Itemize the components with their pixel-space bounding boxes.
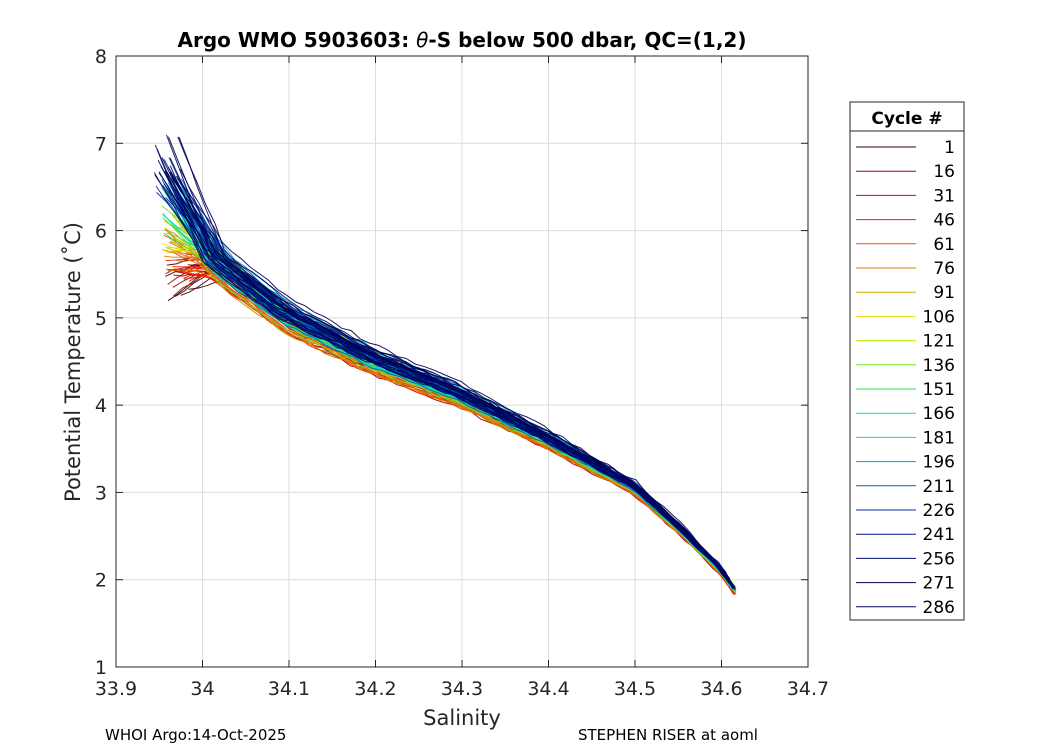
legend: Cycle # 1 16 31 46 61 76 91 106 121 136 151 166 181 1… — [849, 101, 965, 621]
x-tick-label: 34.2 — [354, 678, 396, 700]
x-tick-label: 34 — [190, 678, 214, 700]
chart-title: Argo WMO 5903603: θ-S below 500 dbar, QC… — [178, 28, 747, 52]
legend-label-241: 241 — [923, 525, 955, 545]
cycle-271-profile — [175, 175, 729, 579]
x-axis-label: Salinity — [423, 706, 501, 730]
y-tick-label: 1 — [95, 657, 107, 679]
x-tick-label: 34.5 — [614, 678, 656, 700]
legend-label-166: 166 — [923, 404, 955, 424]
y-tick-label: 6 — [95, 221, 107, 243]
y-tick-label: 5 — [95, 308, 107, 330]
footer-right: STEPHEN RISER at aoml — [578, 726, 758, 744]
data-curves — [153, 134, 737, 596]
legend-label-226: 226 — [923, 501, 955, 521]
cycle-271-profile — [177, 136, 735, 589]
legend-label-196: 196 — [923, 453, 955, 473]
legend-label-76: 76 — [933, 259, 955, 279]
x-tick-label: 34.6 — [700, 678, 742, 700]
y-tick-label: 3 — [95, 482, 107, 504]
x-tick-label: 34.1 — [268, 678, 310, 700]
x-tick-label: 33.9 — [95, 678, 137, 700]
legend-label-31: 31 — [933, 186, 955, 206]
cycle-211-profile — [161, 178, 735, 590]
cycle-286-profile — [168, 136, 727, 576]
x-tick-label: 34.7 — [787, 678, 829, 700]
legend-label-1: 1 — [944, 138, 955, 158]
legend-box — [849, 101, 965, 621]
y-tick-label: 8 — [95, 46, 107, 68]
cycle-286-profile — [156, 148, 734, 586]
footer-left: WHOI Argo:14-Oct-2025 — [105, 726, 287, 744]
y-axis-label: Potential Temperature (˚C) — [61, 222, 85, 502]
legend-label-46: 46 — [933, 211, 955, 231]
legend-label-106: 106 — [923, 307, 955, 327]
legend-label-271: 271 — [923, 574, 955, 594]
legend-label-61: 61 — [933, 235, 955, 255]
x-tick-label: 34.3 — [441, 678, 483, 700]
y-tick-label: 2 — [95, 570, 107, 592]
legend-label-256: 256 — [923, 549, 955, 569]
legend-label-121: 121 — [923, 332, 955, 352]
y-tick-label: 7 — [95, 133, 107, 155]
legend-label-181: 181 — [923, 428, 955, 448]
cycle-76-profile — [168, 269, 734, 591]
axis-ticks: 33.9 34 34.1 34.2 34.3 34.4 34.5 34.6 34.7123456… — [95, 46, 829, 700]
x-tick-label: 34.4 — [527, 678, 569, 700]
legend-label-286: 286 — [923, 598, 955, 618]
cycle-136-profile — [162, 217, 728, 580]
title-theta: θ — [416, 28, 428, 52]
legend-label-91: 91 — [933, 283, 955, 303]
legend-label-16: 16 — [933, 162, 955, 182]
legend-title: Cycle # — [871, 109, 942, 129]
legend-label-211: 211 — [923, 477, 955, 497]
y-tick-label: 4 — [95, 395, 107, 417]
legend-label-151: 151 — [923, 380, 955, 400]
legend-label-136: 136 — [923, 356, 955, 376]
